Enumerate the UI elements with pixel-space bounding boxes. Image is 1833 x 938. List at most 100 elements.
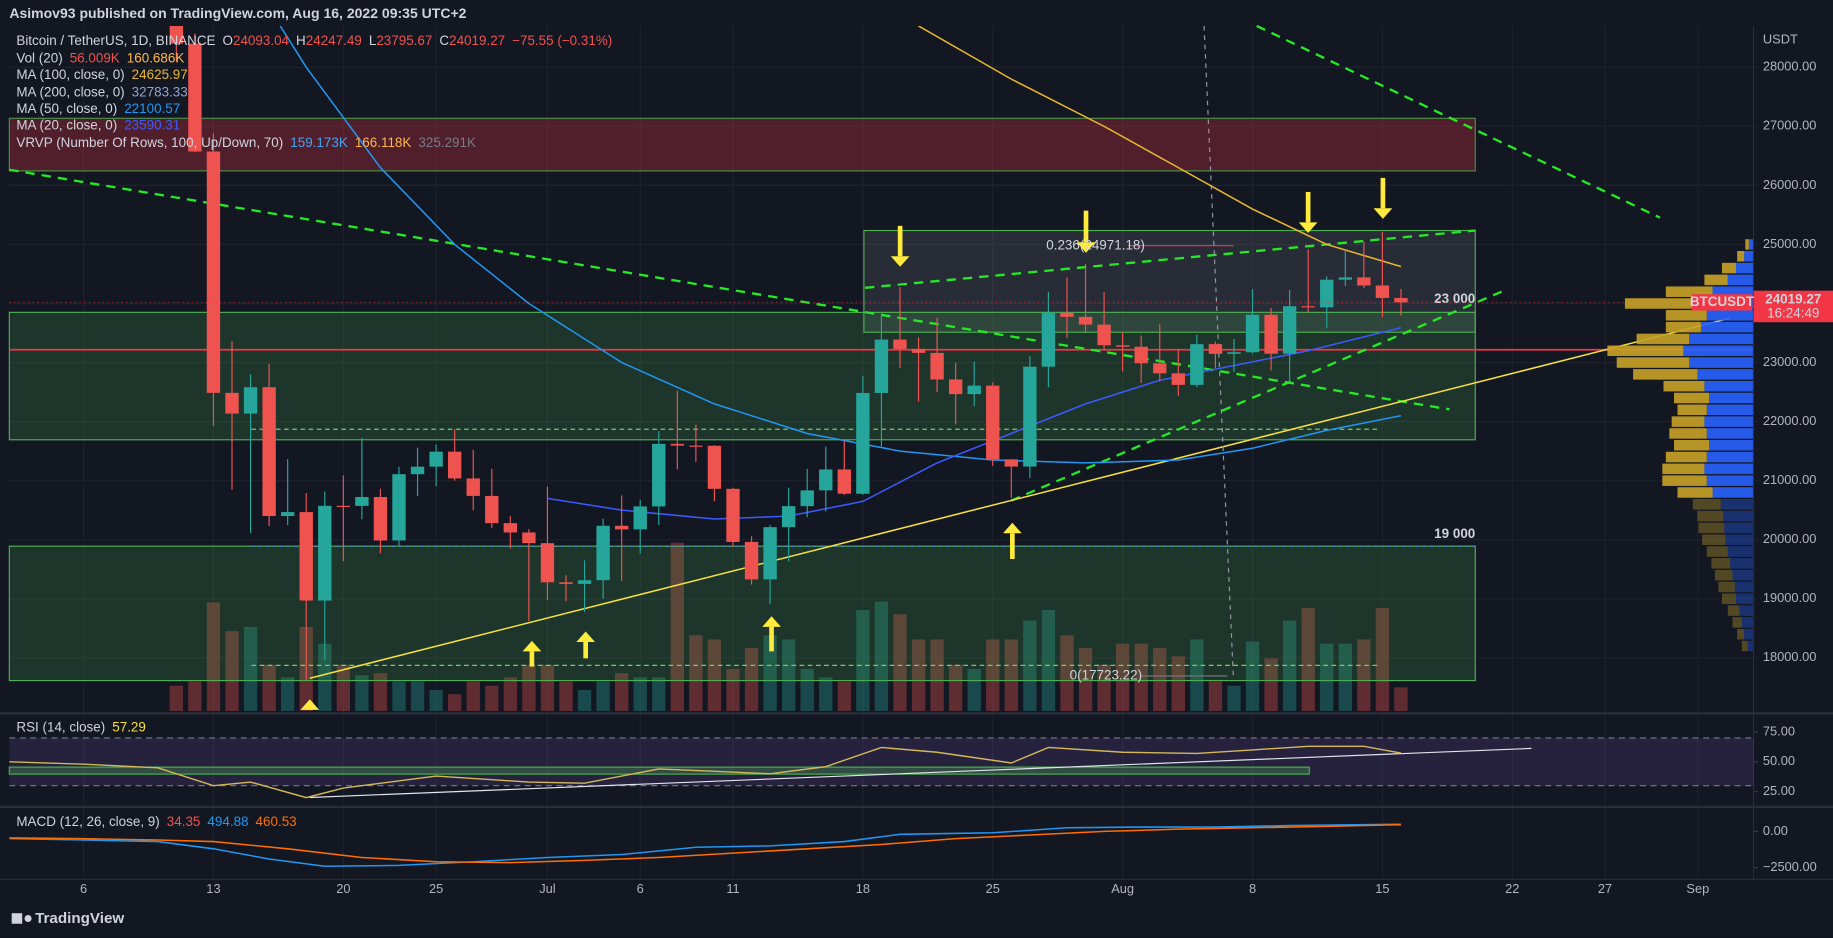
candle-body bbox=[540, 543, 555, 583]
candle-body bbox=[930, 352, 944, 380]
volume-bar bbox=[188, 681, 202, 711]
candle-body bbox=[763, 527, 777, 580]
arrow bbox=[300, 699, 320, 710]
profile-down bbox=[1697, 510, 1724, 522]
profile-down bbox=[1737, 251, 1745, 262]
volume-bar bbox=[466, 681, 480, 711]
legend-value: 34.35 bbox=[167, 814, 201, 829]
profile-down bbox=[1624, 298, 1696, 309]
volume-bar bbox=[355, 675, 369, 711]
volume-bar bbox=[596, 681, 610, 711]
symbol-tag-label: BTCUSDT bbox=[1690, 294, 1755, 309]
volume-bar bbox=[1227, 685, 1241, 711]
profile-down bbox=[1702, 534, 1726, 545]
profile-up bbox=[1741, 617, 1754, 628]
volume-bar bbox=[318, 643, 332, 711]
candle-body bbox=[911, 348, 926, 353]
volume-bar bbox=[986, 639, 1000, 711]
quote-label: H bbox=[296, 33, 306, 48]
arrow bbox=[1373, 208, 1393, 219]
trend-line bbox=[9, 168, 1450, 411]
legend-value: 166.118K bbox=[355, 134, 412, 149]
profile-down bbox=[1665, 451, 1707, 463]
profile-up bbox=[1732, 569, 1754, 581]
support-zone bbox=[8, 545, 1476, 682]
candle-body bbox=[893, 339, 907, 349]
candle-body bbox=[1394, 298, 1408, 303]
volume-bar bbox=[1190, 639, 1204, 711]
candle-body bbox=[726, 488, 740, 542]
x-tick-label: Jul bbox=[539, 881, 555, 896]
volume-bar bbox=[689, 635, 703, 711]
profile-up bbox=[1730, 558, 1754, 569]
candle-body bbox=[410, 466, 425, 475]
legend-ma: MA (50, close, 0) 22100.57 bbox=[16, 100, 180, 115]
candle-body bbox=[856, 392, 870, 494]
candle-body bbox=[355, 497, 369, 506]
profile-down bbox=[1704, 274, 1728, 286]
volume-bar bbox=[967, 668, 981, 711]
legend-macd: MACD (12, 26, close, 9) 34.35 494.88 460.53 bbox=[16, 814, 296, 829]
legend-value: 160.686K bbox=[127, 50, 185, 65]
profile-up bbox=[1725, 534, 1754, 545]
price-tag-value: 24019.27 bbox=[1765, 292, 1821, 307]
profile-up bbox=[1709, 439, 1754, 451]
annotation-label: 23 000 bbox=[1434, 291, 1475, 306]
annotation-label: 0(17723.22) bbox=[1070, 667, 1142, 682]
trend-line bbox=[309, 317, 1731, 679]
candle-body bbox=[447, 451, 462, 479]
logo-mark bbox=[11, 913, 23, 924]
candle-body bbox=[206, 151, 221, 393]
candle-body bbox=[1190, 344, 1204, 385]
candle-body bbox=[1338, 277, 1352, 280]
x-tick-label: Sep bbox=[1686, 881, 1709, 896]
volume-bar bbox=[169, 685, 184, 711]
macd-line bbox=[9, 823, 1401, 864]
candle-body bbox=[1227, 352, 1241, 354]
legend-value: 24625.97 bbox=[132, 67, 188, 82]
volume-bar bbox=[1394, 687, 1408, 711]
quote-change: −75.55 (−0.31%) bbox=[512, 33, 612, 48]
x-tick-label: 20 bbox=[336, 881, 350, 896]
x-tick-label: 22 bbox=[1505, 881, 1519, 896]
profile-down bbox=[1674, 439, 1710, 451]
profile-up bbox=[1689, 357, 1754, 368]
legend-name: RSI (14, close) bbox=[16, 719, 105, 734]
zones bbox=[8, 24, 1754, 682]
quote-value: 24019.27 bbox=[449, 33, 505, 48]
y-tick-label: 22000.00 bbox=[1763, 413, 1817, 428]
candle-body bbox=[689, 445, 703, 447]
candle-body bbox=[986, 385, 1000, 460]
support-zone bbox=[8, 311, 1476, 441]
quote-value: 24093.04 bbox=[233, 33, 290, 48]
legend-name: MA (200, close, 0) bbox=[16, 84, 124, 99]
footer-logo: TradingView bbox=[11, 910, 124, 927]
volume-bar bbox=[837, 681, 851, 711]
ma-line bbox=[547, 326, 1402, 520]
rsi-line bbox=[9, 745, 1402, 799]
candle-body bbox=[559, 582, 573, 584]
legend-value: 22100.57 bbox=[124, 100, 180, 115]
annotation-label: 19 000 bbox=[1434, 526, 1475, 541]
x-tick-label: Aug bbox=[1111, 881, 1134, 896]
quote-label: L bbox=[369, 33, 377, 48]
profile-up bbox=[1747, 640, 1754, 652]
profile-up bbox=[1706, 451, 1754, 463]
profile-up bbox=[1727, 274, 1754, 286]
profile-up bbox=[1704, 463, 1754, 475]
volume-bar bbox=[911, 639, 926, 711]
profile-down bbox=[1662, 463, 1705, 475]
candle-body bbox=[670, 443, 685, 446]
volume-bar bbox=[930, 639, 944, 711]
legend-value: 32783.33 bbox=[132, 84, 188, 99]
volume-bar bbox=[429, 689, 443, 711]
volume-bar bbox=[763, 635, 777, 711]
candle-body bbox=[503, 523, 518, 533]
candle-body bbox=[1357, 277, 1371, 286]
profile-down bbox=[1727, 605, 1740, 616]
candle-body bbox=[633, 506, 647, 530]
profile-down bbox=[1665, 286, 1713, 297]
profile-down bbox=[1662, 475, 1707, 486]
legend-name: MA (20, close, 0) bbox=[16, 117, 117, 132]
volume-bar bbox=[1115, 643, 1130, 711]
